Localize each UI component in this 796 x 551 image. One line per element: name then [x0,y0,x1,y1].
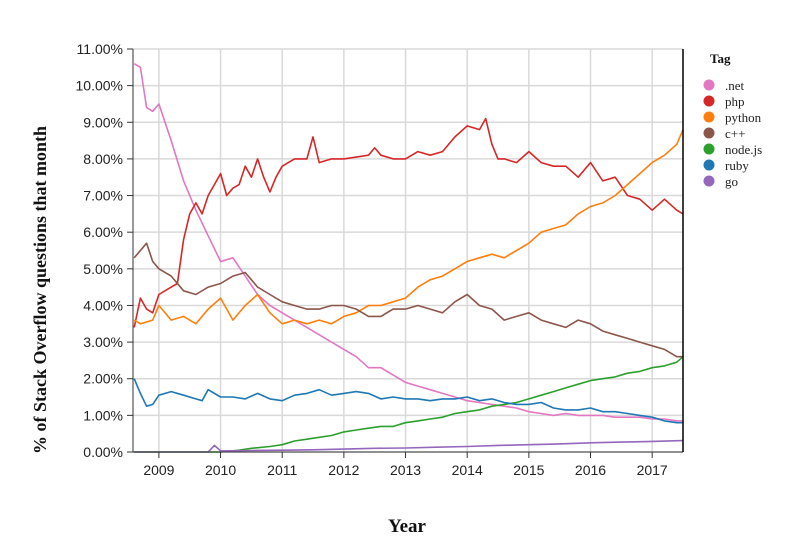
y-tick-label: 10.00% [76,78,123,94]
y-tick-label: 0.00% [83,444,123,460]
legend-swatch-node-js [703,143,715,155]
series-line--net [133,63,683,422]
x-tick-label: 2012 [328,462,359,478]
legend-label-ruby: ruby [725,158,749,173]
series-line-ruby [133,378,683,424]
x-tick-label: 2013 [390,462,421,478]
series-line-c- [133,242,683,358]
series-line-go [134,439,684,453]
x-tick-label: 2016 [575,462,606,478]
series-line-python [133,129,684,325]
x-tick-label: 2009 [143,462,174,478]
x-tick-label: 2015 [513,462,544,478]
x-tick-label: 2010 [205,462,236,478]
y-axis-label: % of Stack Overflow questions that month [30,126,50,454]
y-tick-label: 2.00% [83,371,123,387]
legend-label-net: .net [725,78,745,93]
y-tick-label: 3.00% [83,334,123,350]
x-tick-label: 2011 [267,462,297,478]
legend-swatch-net [703,79,715,91]
legend-swatch-python [703,111,715,123]
legend-swatch-c [703,127,715,139]
grid-lines [133,48,683,453]
legend-label-go: go [725,174,738,189]
legend-title: Tag [710,51,731,66]
y-tick-label: 4.00% [83,297,123,313]
y-tick-label: 9.00% [83,114,123,130]
y-tick-label: 1.00% [83,407,123,423]
legend-label-c: c++ [725,126,745,141]
x-axis-label: Year [388,516,427,537]
y-tick-label: 6.00% [83,224,123,240]
legend-swatch-ruby [703,159,715,171]
legend-label-python: python [725,110,762,125]
y-tick-label: 7.00% [83,188,123,204]
y-tick-label: 8.00% [83,151,123,167]
x-tick-labels: 2009 2010 2011 2012 2013 2014 2015 2016 2017 [143,462,668,478]
legend-label-node-js: node.js [725,142,762,157]
axes [127,48,684,458]
y-tick-label: 11.00% [77,41,123,57]
y-tick-labels: 0.00% 1.00% 2.00% 3.00% 4.00% 5.00% 6.00% 7.00%… [76,41,123,460]
legend-label-php: php [725,94,745,109]
y-tick-label: 5.00% [83,261,123,277]
legend-swatch-go [703,175,715,187]
x-tick-label: 2014 [452,462,483,478]
series-line-php [133,117,684,328]
series-lines [133,63,684,453]
x-tick-label: 2017 [637,462,668,478]
legend-swatch-php [703,95,715,107]
series-line-node-js [134,356,684,453]
